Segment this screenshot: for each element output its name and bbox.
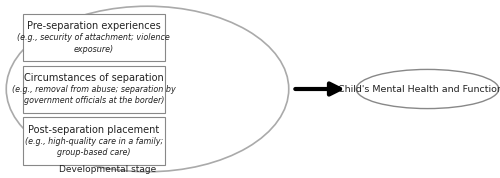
Text: Post-separation placement: Post-separation placement — [28, 125, 160, 135]
Text: Child's Mental Health and Functioning: Child's Mental Health and Functioning — [338, 85, 500, 93]
Text: (e.g., high-quality care in a family;
group-based care): (e.g., high-quality care in a family; gr… — [24, 137, 163, 157]
FancyBboxPatch shape — [22, 117, 165, 165]
Text: Developmental stage: Developmental stage — [59, 165, 156, 174]
FancyBboxPatch shape — [22, 66, 165, 113]
FancyBboxPatch shape — [22, 14, 165, 61]
Text: (e.g., security of attachment; violence
exposure): (e.g., security of attachment; violence … — [18, 33, 170, 54]
Text: Circumstances of separation: Circumstances of separation — [24, 73, 164, 83]
Text: Pre-separation experiences: Pre-separation experiences — [27, 21, 160, 31]
Text: (e.g., removal from abuse; separation by
government officials at the border): (e.g., removal from abuse; separation by… — [12, 85, 175, 105]
